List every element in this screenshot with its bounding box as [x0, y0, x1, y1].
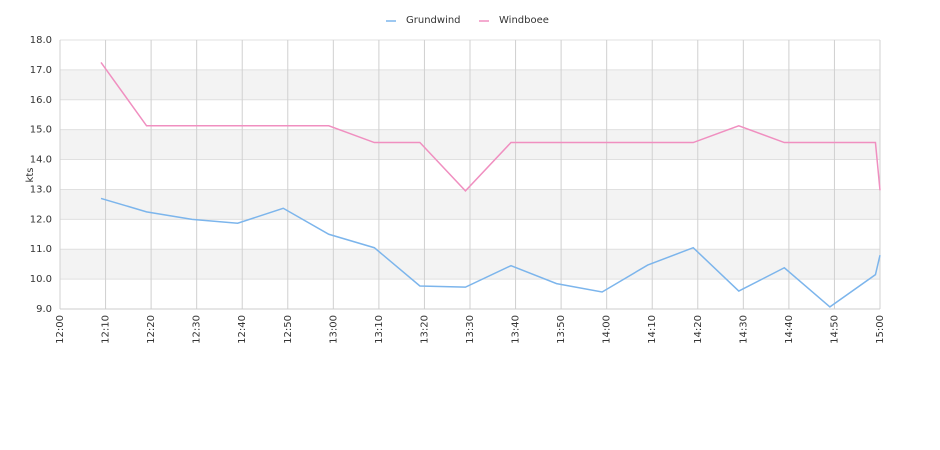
y-tick-label: 9.0	[36, 304, 52, 315]
y-tick-label: 15.0	[30, 125, 52, 136]
x-tick-label: 13:00	[328, 315, 339, 344]
x-tick-label: 14:20	[693, 315, 704, 344]
x-tick-label: 14:00	[602, 315, 613, 344]
series-line	[100, 197, 881, 308]
legend-label[interactable]: Grundwind	[406, 15, 461, 26]
x-tick-label: 12:20	[146, 315, 157, 344]
x-tick-label: 13:30	[465, 315, 476, 344]
y-tick-label: 12.0	[30, 214, 52, 225]
y-tick-label: 18.0	[30, 35, 52, 46]
y-axis-label: kts	[25, 168, 36, 183]
x-tick-label: 12:30	[192, 315, 203, 344]
x-tick-label: 14:50	[829, 315, 840, 344]
x-tick-label: 13:20	[419, 315, 430, 344]
x-tick-label: 15:00	[875, 315, 886, 344]
y-tick-label: 16.0	[30, 95, 52, 106]
x-tick-label: 14:10	[647, 315, 658, 344]
x-tick-label: 12:40	[237, 315, 248, 344]
legend-label[interactable]: Windboee	[499, 15, 549, 26]
x-tick-label: 12:00	[55, 315, 66, 344]
x-tick-label: 14:30	[738, 315, 749, 344]
y-tick-label: 10.0	[30, 274, 52, 285]
y-tick-label: 13.0	[30, 184, 52, 195]
series-line	[100, 61, 881, 193]
y-tick-label: 11.0	[30, 244, 52, 255]
x-tick-label: 12:10	[101, 315, 112, 344]
y-tick-label: 17.0	[30, 65, 52, 76]
y-tick-label: 14.0	[30, 155, 52, 166]
x-tick-label: 12:50	[283, 315, 294, 344]
x-tick-label: 13:40	[511, 315, 522, 344]
x-tick-label: 13:50	[556, 315, 567, 344]
x-tick-label: 13:10	[374, 315, 385, 344]
x-tick-label: 14:40	[784, 315, 795, 344]
